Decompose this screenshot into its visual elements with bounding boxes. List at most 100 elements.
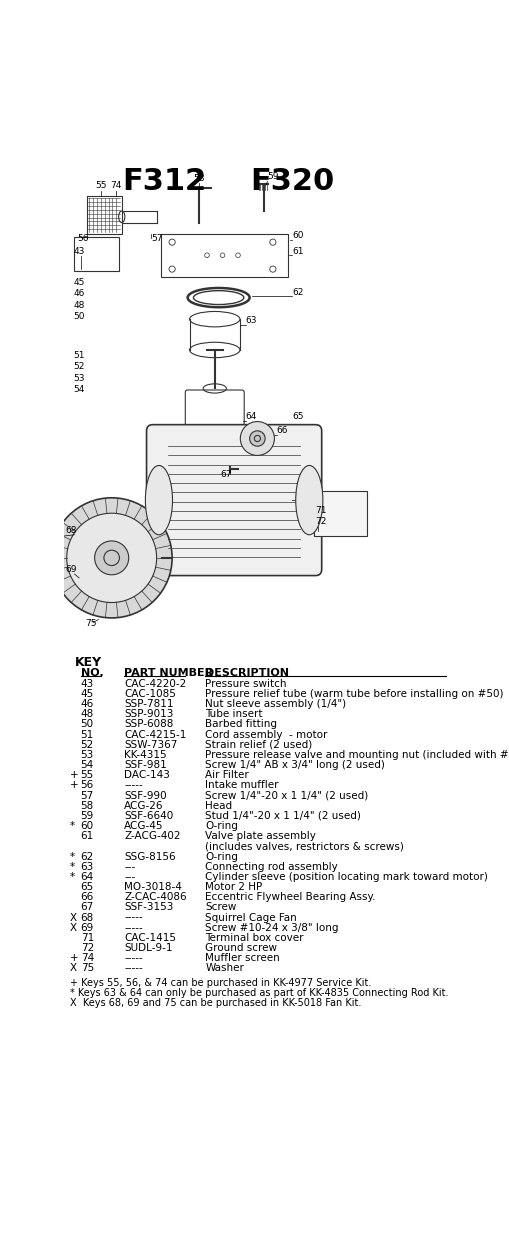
Circle shape (249, 431, 265, 447)
Text: Valve plate assembly: Valve plate assembly (206, 831, 316, 841)
Text: 45: 45 (80, 689, 94, 699)
Text: 62: 62 (80, 851, 94, 861)
Text: Connecting rod assembly: Connecting rod assembly (206, 861, 338, 871)
Text: SSF-3153: SSF-3153 (124, 902, 174, 912)
Text: * Keys 63 & 64 can only be purchased as part of KK-4835 Connecting Rod Kit.: * Keys 63 & 64 can only be purchased as … (70, 988, 448, 998)
Text: 63: 63 (246, 316, 257, 324)
Text: 65: 65 (292, 412, 304, 422)
Text: Air Filter: Air Filter (206, 770, 249, 780)
Text: 68: 68 (65, 527, 77, 535)
Text: SSW-7367: SSW-7367 (124, 740, 178, 750)
Text: 53: 53 (74, 373, 85, 383)
Text: *: * (70, 872, 75, 882)
Text: Screw 1/4" AB x 3/4" long (2 used): Screw 1/4" AB x 3/4" long (2 used) (206, 760, 385, 770)
Text: Cord assembly  - motor: Cord assembly - motor (206, 730, 328, 740)
Text: *: * (70, 851, 75, 861)
Text: 72: 72 (80, 943, 94, 953)
Text: 57: 57 (80, 790, 94, 800)
Text: 57: 57 (151, 233, 163, 242)
Text: Tube insert: Tube insert (206, 709, 263, 719)
Text: Strain relief (2 used): Strain relief (2 used) (206, 740, 313, 750)
Circle shape (51, 498, 172, 618)
Text: SSP-7811: SSP-7811 (124, 699, 174, 709)
Text: 48: 48 (80, 709, 94, 719)
Text: Cylinder sleeve (position locating mark toward motor): Cylinder sleeve (position locating mark … (206, 872, 488, 882)
Text: X: X (70, 963, 77, 973)
Text: +: + (70, 770, 78, 780)
Text: Pressure switch: Pressure switch (206, 679, 287, 689)
Text: 65: 65 (80, 882, 94, 892)
Text: 43: 43 (74, 247, 85, 256)
Text: SSG-8156: SSG-8156 (124, 851, 176, 861)
Text: 46: 46 (80, 699, 94, 709)
Text: 54: 54 (80, 760, 94, 770)
Text: 66: 66 (80, 892, 94, 902)
Text: 61: 61 (292, 247, 304, 256)
Text: +: + (70, 953, 78, 963)
Text: CAC-4220-2: CAC-4220-2 (124, 679, 186, 689)
Text: Pressure relief tube (warm tube before installing on #50): Pressure relief tube (warm tube before i… (206, 689, 504, 699)
Text: 51: 51 (80, 730, 94, 740)
Text: Ground screw: Ground screw (206, 943, 277, 953)
Text: -----: ----- (124, 780, 143, 790)
Text: 63: 63 (80, 861, 94, 871)
Text: Intake muffler: Intake muffler (206, 780, 279, 790)
Text: 61: 61 (80, 831, 94, 841)
Text: CAC-1085: CAC-1085 (124, 689, 176, 699)
Text: -----: ----- (124, 912, 143, 922)
Text: Z-CAC-4086: Z-CAC-4086 (124, 892, 187, 902)
Text: O-ring: O-ring (206, 821, 238, 831)
Text: 50: 50 (80, 719, 94, 729)
Text: *: * (70, 821, 75, 831)
Text: 67: 67 (80, 902, 94, 912)
Text: 75: 75 (85, 619, 97, 628)
Text: Screw: Screw (206, 902, 237, 912)
Text: + Keys 55, 56, & 74 can be purchased in KK-4977 Service Kit.: + Keys 55, 56, & 74 can be purchased in … (70, 978, 371, 988)
Circle shape (240, 422, 274, 456)
Text: 51: 51 (74, 351, 85, 359)
Text: X: X (70, 922, 77, 932)
Text: Nut sleeve assembly (1/4"): Nut sleeve assembly (1/4") (206, 699, 347, 709)
Text: (includes valves, restrictors & screws): (includes valves, restrictors & screws) (206, 841, 404, 851)
Text: 60: 60 (80, 821, 94, 831)
Text: 46: 46 (74, 290, 85, 298)
Text: Pressure release valve and mounting nut (included with #43): Pressure release valve and mounting nut … (206, 750, 509, 760)
Text: 59: 59 (267, 172, 279, 181)
Text: SSP-6088: SSP-6088 (124, 719, 174, 729)
Text: CAC-4215-1: CAC-4215-1 (124, 730, 186, 740)
Text: 68: 68 (80, 912, 94, 922)
Text: F312: F312 (122, 167, 207, 196)
Text: 48: 48 (74, 301, 85, 310)
Text: 52: 52 (80, 740, 94, 750)
Text: 45: 45 (74, 277, 85, 287)
Text: 74: 74 (80, 953, 94, 963)
Text: 55: 55 (95, 181, 106, 190)
Text: 58: 58 (80, 801, 94, 811)
Text: DAC-143: DAC-143 (124, 770, 170, 780)
Text: Motor 2 HP: Motor 2 HP (206, 882, 263, 892)
Text: 43: 43 (80, 679, 94, 689)
Text: 60: 60 (292, 231, 304, 241)
Text: 58: 58 (193, 173, 205, 182)
Text: 71: 71 (316, 507, 327, 515)
Text: Eccentric Flywheel Bearing Assy.: Eccentric Flywheel Bearing Assy. (206, 892, 376, 902)
Text: 66: 66 (277, 426, 288, 436)
Text: PART NUMBER: PART NUMBER (124, 668, 213, 678)
Text: 72: 72 (316, 517, 327, 525)
Text: *: * (70, 861, 75, 871)
Ellipse shape (146, 466, 173, 534)
Text: Stud 1/4"-20 x 1 1/4" (2 used): Stud 1/4"-20 x 1 1/4" (2 used) (206, 811, 361, 821)
Text: -----: ----- (124, 963, 143, 973)
Text: MO-3018-4: MO-3018-4 (124, 882, 182, 892)
Text: Washer: Washer (206, 963, 244, 973)
Text: ---: --- (124, 872, 135, 882)
Text: 50: 50 (74, 312, 85, 321)
Text: DESCRIPTION: DESCRIPTION (206, 668, 290, 678)
Text: 64: 64 (80, 872, 94, 882)
Text: X  Keys 68, 69 and 75 can be purchased in KK-5018 Fan Kit.: X Keys 68, 69 and 75 can be purchased in… (70, 998, 361, 1008)
Text: +: + (70, 780, 78, 790)
Text: O-ring: O-ring (206, 851, 238, 861)
Text: 64: 64 (246, 412, 257, 422)
Circle shape (67, 513, 157, 603)
Text: 67: 67 (220, 470, 232, 479)
